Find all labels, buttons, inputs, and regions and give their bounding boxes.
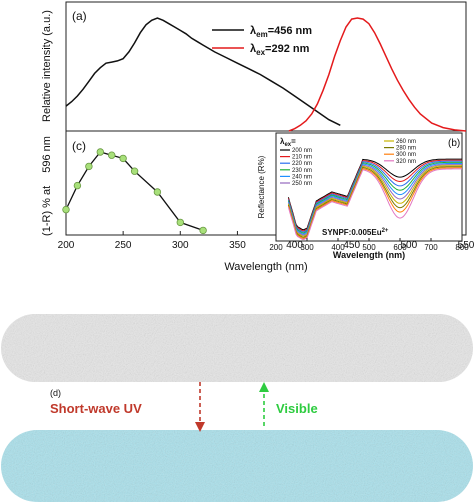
panel-c-ylabel-value: 596 nm	[41, 136, 53, 173]
spectrum-line-1	[288, 17, 467, 132]
visible-label: Visible	[276, 401, 318, 416]
inset-x-tick-label-2: 400	[331, 243, 345, 252]
x-tick-label-2: 300	[172, 240, 189, 251]
ratio-point-8	[176, 218, 184, 227]
inset-ylabel: Reflectance (R%)	[257, 155, 266, 218]
reflectance-line-4	[287, 163, 462, 235]
reflectance-line-0	[287, 158, 462, 231]
ratio-point-4	[107, 151, 116, 159]
inset-legend-label-0: 200 nm	[292, 148, 312, 154]
x-tick-label-0: 200	[58, 240, 75, 251]
inset-x-axis: 200 300 400 500 600 700 800	[269, 238, 469, 252]
inset-x-tick-label-1: 300	[300, 243, 314, 252]
inset-x-tick-label-4: 600	[393, 243, 407, 252]
panel-a-ylabel: Relative intensity (a.u.)	[41, 10, 53, 122]
legend-label-1: λex=292 nm	[250, 43, 310, 57]
ratio-point-7	[153, 188, 162, 196]
ratio-point-5	[119, 154, 127, 163]
reflectance-line-6	[287, 165, 462, 237]
inset-label: (b)	[448, 138, 460, 149]
x-tick-label-1: 250	[115, 240, 132, 251]
reflectance-line-7	[287, 166, 462, 238]
x-tick-label-3: 350	[229, 240, 246, 251]
spectra-frame	[65, 1, 467, 236]
phosphor-strip-uv-texture	[1, 430, 473, 502]
inset-legend-label-4: 240 nm	[292, 174, 312, 180]
panel-a-label: (a)	[72, 9, 87, 23]
x-tick-label-5: 450	[343, 240, 360, 251]
x-axis-label: Wavelength (nm)	[224, 261, 307, 273]
panel-c-ylabel-main: (1-R) % at	[41, 186, 53, 236]
inset-x-tick-label-3: 500	[362, 243, 376, 252]
ratio-point-3	[96, 148, 104, 156]
panel-c-series	[62, 148, 207, 235]
ratio-line	[65, 151, 204, 232]
panel-a-legend: λem=456 nm λex=292 nm	[212, 25, 312, 57]
panel-d-label: (d)	[50, 388, 61, 398]
x-tick-label-4: 400	[286, 240, 303, 251]
x-tick-label-7: 550	[458, 240, 474, 251]
ratio-point-2	[85, 162, 93, 171]
ratio-point-9	[199, 226, 207, 235]
reflectance-line-5	[287, 164, 462, 236]
inset-legend-label-2: 220 nm	[292, 161, 312, 167]
spectrum-line-0	[65, 17, 341, 126]
arrow-down-head	[195, 422, 205, 432]
reflectance-line-2	[287, 160, 462, 233]
reflectance-line-9	[287, 168, 462, 241]
inset-annotation: SYNPF:0.005Eu2+	[322, 228, 389, 237]
inset-series	[287, 158, 462, 241]
ratio-point-0	[62, 205, 70, 214]
panel-c-ylabel: (1-R) % at 596 nm	[41, 136, 53, 236]
panel-a-series	[65, 17, 467, 132]
inset-legend-header: λex=	[280, 137, 296, 148]
ratio-point-1	[73, 181, 82, 190]
inset-x-label: Wavelength (nm)	[333, 250, 405, 260]
x-tick-label-6: 500	[401, 240, 418, 251]
ratio-point-6	[130, 167, 139, 175]
inset-x-tick-label-5: 700	[424, 243, 438, 252]
reflectance-line-1	[287, 159, 462, 232]
inset-x-tick-label-0: 200	[269, 243, 283, 252]
inset-legend-label-5: 250 nm	[292, 181, 312, 187]
inset-legend-label-1: 210 nm	[292, 155, 312, 161]
inset-legend-label-7: 280 nm	[396, 146, 416, 152]
short-wave-uv-label: Short-wave UV	[50, 401, 142, 416]
inset-legend-label-8: 300 nm	[396, 152, 416, 158]
inset-legend-label-9: 320 nm	[396, 159, 416, 165]
reflectance-line-3	[287, 161, 462, 234]
reflectance-line-8	[287, 167, 462, 240]
arrow-up-head	[259, 382, 269, 392]
legend-label-0: λem=456 nm	[250, 25, 312, 39]
panel-c-label: (c)	[72, 139, 86, 153]
inset-frame	[275, 132, 463, 242]
inset-legend-label-3: 230 nm	[292, 168, 312, 174]
phosphor-strip-daylight-texture	[1, 314, 473, 382]
inset-x-tick-label-6: 800	[455, 243, 469, 252]
inset-legend-label-6: 260 nm	[396, 139, 416, 145]
